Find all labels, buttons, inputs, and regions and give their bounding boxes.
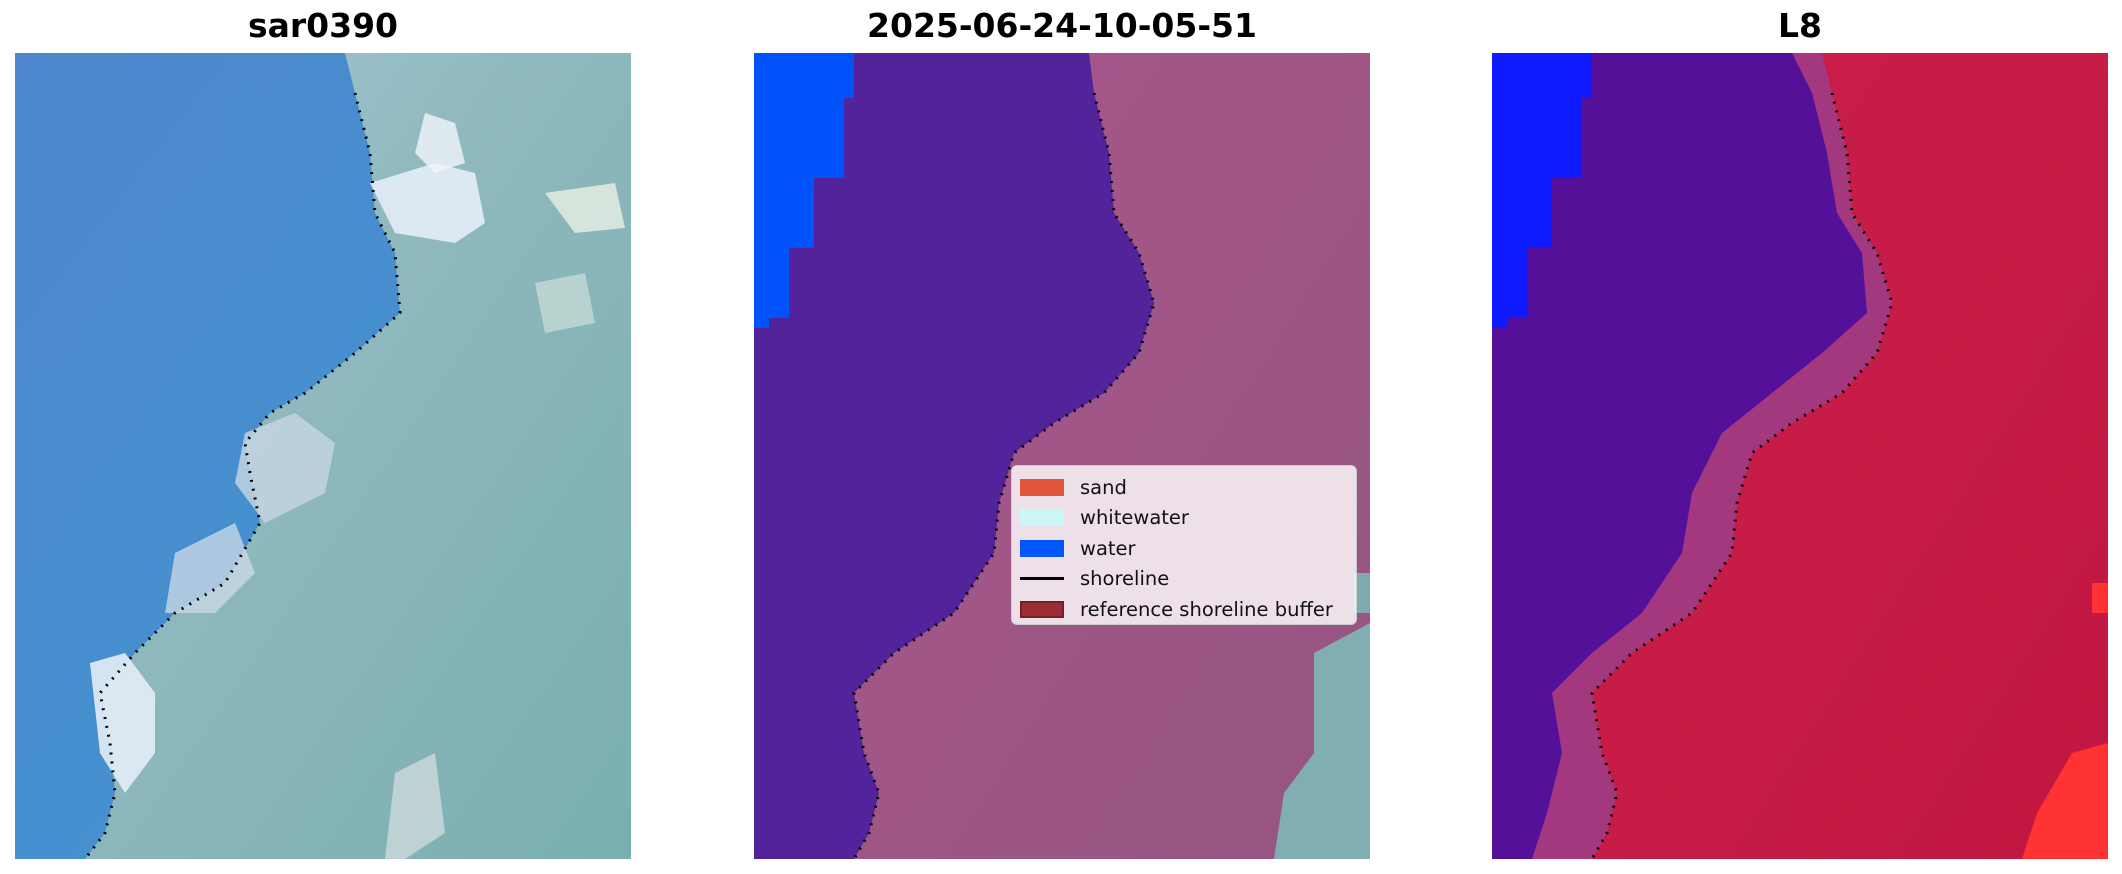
panel-rgb-image — [15, 53, 631, 859]
legend-item-water: water — [1020, 533, 1348, 564]
legend-label: shoreline — [1080, 567, 1170, 591]
water-class-area — [1492, 53, 1592, 328]
whitewater-swatch — [1020, 509, 1064, 527]
shoreline — [83, 92, 402, 859]
legend: sand whitewater water shoreline referenc… — [1011, 465, 1357, 625]
shoreline-line-swatch — [1020, 570, 1064, 587]
classified-image — [754, 53, 1370, 859]
panel-title-classified: 2025-06-24-10-05-51 — [867, 6, 1257, 45]
sand-swatch — [1020, 478, 1064, 496]
legend-item-sand: sand — [1020, 472, 1348, 503]
land-area — [85, 53, 631, 859]
panel-title-rgb: sar0390 — [247, 6, 399, 45]
land-class-area — [854, 53, 1370, 859]
water-class-area — [754, 53, 854, 328]
legend-label: water — [1080, 536, 1136, 560]
legend-item-whitewater: whitewater — [1020, 503, 1348, 534]
legend-label: whitewater — [1080, 506, 1189, 530]
index-image — [1492, 53, 2108, 859]
legend-item-shoreline: shoreline — [1020, 564, 1348, 595]
panel-classified-image — [754, 53, 1370, 859]
legend-item-reference-buffer: reference shoreline buffer — [1020, 594, 1348, 625]
panel-title-index: L8 — [1778, 6, 1822, 45]
water-swatch — [1020, 539, 1064, 557]
rgb-image — [15, 53, 631, 859]
legend-label: reference shoreline buffer — [1080, 597, 1333, 621]
land-class-area — [1592, 53, 2108, 859]
panel-index-image — [1492, 53, 2108, 859]
legend-label: sand — [1080, 475, 1127, 499]
reference-buffer-swatch — [1020, 600, 1064, 618]
